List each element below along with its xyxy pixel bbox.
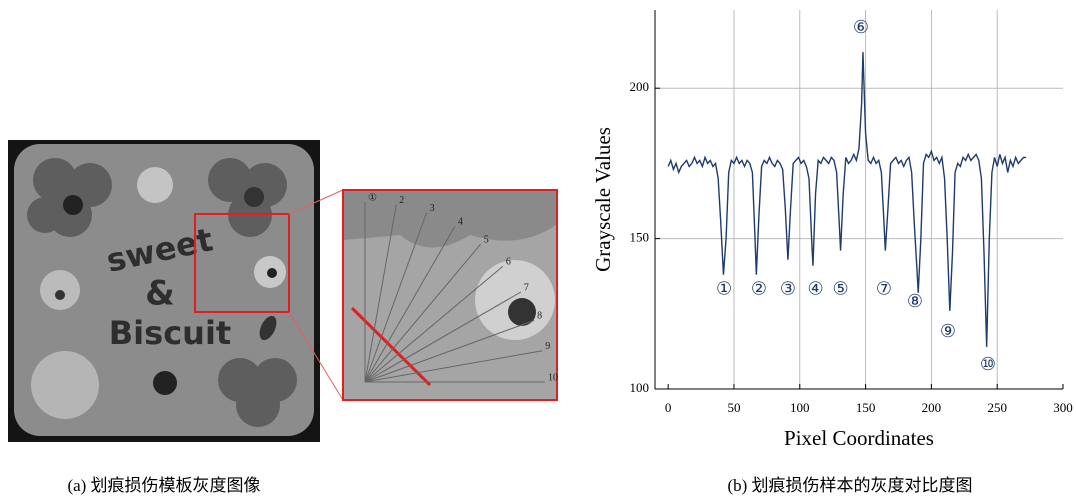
x-axis-label: Pixel Coordinates: [784, 426, 934, 450]
x-tick-label: 300: [1053, 400, 1073, 415]
zoom-flower-center: [508, 298, 536, 326]
caption: (a) 划痕损伤模板灰度图像: [67, 476, 260, 495]
chart: 0 50 100 150 200 250 300 100 150 200 Pixel Coordin…: [591, 10, 1073, 495]
zoom-label: ①: [368, 192, 377, 203]
caption: (b) 划痕损伤样本的灰度对比度图: [727, 476, 972, 495]
zoom-label: 8: [537, 311, 542, 322]
annotation: ⑥: [853, 17, 869, 38]
zoom-region: [194, 213, 290, 313]
zoom-label: 4: [458, 216, 463, 227]
fan-line: [364, 319, 535, 383]
x-tick-label: 250: [987, 400, 1007, 415]
zoom-connector: [288, 311, 344, 401]
line-series: [667, 52, 1027, 347]
annotation: ⑦: [876, 279, 892, 300]
flower: [31, 351, 99, 419]
fan-line: [364, 225, 456, 383]
x-tick-label: 100: [790, 400, 810, 415]
flower: [153, 371, 177, 395]
fan-line: [364, 212, 428, 383]
fan-line: [364, 350, 543, 383]
zoom-label: 7: [524, 282, 529, 293]
image-text: Biscuit: [109, 314, 231, 352]
y-axis-label: Grayscale Values: [591, 127, 615, 272]
zoom-connector: [288, 189, 344, 215]
y-tick-label: 100: [630, 380, 650, 395]
flower-center: [267, 268, 277, 278]
fan-line: [364, 243, 482, 383]
fan-lines: ① 2 3 4 5 6 7 8 9 10: [364, 192, 558, 383]
annotation: ①: [716, 279, 732, 300]
fan-line: [364, 291, 522, 383]
zoom-label: 6: [506, 257, 511, 268]
annotation: ⑨: [940, 321, 956, 342]
x-tick-label: 200: [922, 400, 942, 415]
fan-line: [364, 265, 504, 383]
leaf: [259, 315, 277, 341]
annotation: ②: [751, 279, 767, 300]
x-tick-label: 150: [856, 400, 876, 415]
annotation: ④: [807, 279, 823, 300]
zoom-shape: [344, 191, 556, 248]
zoom-label: 9: [545, 341, 550, 352]
flowers: [27, 158, 297, 427]
image-text: &: [145, 274, 175, 314]
y-tick-label: 200: [630, 79, 650, 94]
flower: [137, 167, 173, 203]
flower-center: [63, 195, 83, 215]
fan-line: [364, 204, 397, 383]
zoom-label: 2: [399, 195, 404, 206]
annotation: ⑧: [907, 291, 923, 312]
x-tick-label: 0: [665, 400, 672, 415]
zoom-label: 3: [430, 203, 435, 214]
flower-center: [55, 290, 65, 300]
annotation: ⑩: [980, 354, 996, 375]
zoom-label: 10: [548, 372, 558, 383]
zoom-label: 5: [484, 234, 489, 245]
x-tick-label: 50: [727, 400, 740, 415]
y-tick-label: 150: [630, 230, 650, 245]
annotation: ③: [780, 279, 796, 300]
annotation: ⑤: [833, 279, 849, 300]
flower-center: [244, 187, 264, 207]
